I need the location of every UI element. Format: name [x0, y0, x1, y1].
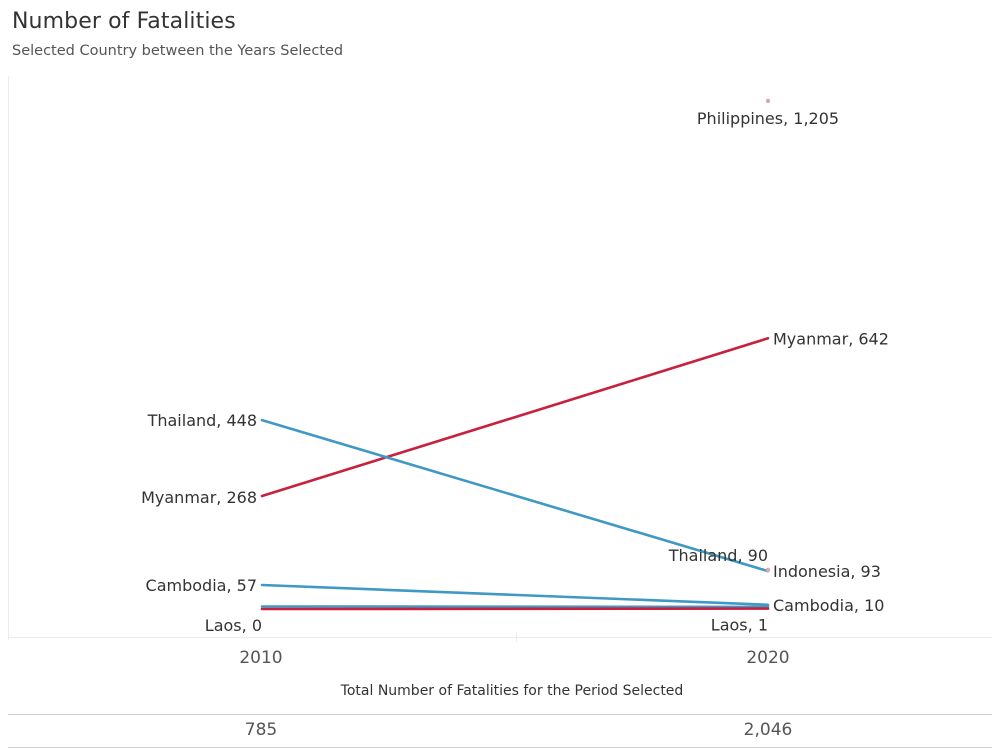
data-label-thailand-2010: Thailand, 448 [147, 411, 257, 430]
series-point-indonesia-2020[interactable] [765, 567, 771, 572]
series-line-cambodia[interactable] [260, 583, 770, 607]
data-label-philippines-2020: Philippines, 1,205 [697, 109, 839, 128]
data-label-cambodia-2020: Cambodia, 10 [773, 596, 884, 615]
data-label-cambodia-2010: Cambodia, 57 [146, 576, 257, 595]
totals-title: Total Number of Fatalities for the Perio… [340, 683, 684, 699]
slope-chart: Philippines, 1,205 Myanmar, 268 Myanmar, 6… [8, 76, 992, 668]
series-line-myanmar[interactable] [260, 336, 770, 498]
chart-title: Number of Fatalities [12, 9, 236, 34]
data-label-myanmar-2020: Myanmar, 642 [773, 329, 889, 348]
data-label-laos-2010: Laos, 0 [205, 616, 262, 635]
total-2020: 2,046 [743, 720, 793, 740]
totals-bottom-rule [8, 747, 992, 748]
data-label-indonesia-2020: Indonesia, 93 [773, 562, 881, 581]
total-2010: 785 [244, 720, 278, 740]
totals-top-rule [8, 714, 992, 715]
series-line-thailand[interactable] [260, 418, 770, 573]
series-point-philippines-2020[interactable] [765, 98, 771, 104]
data-label-thailand-2020: Thailand, 90 [668, 546, 768, 565]
data-label-myanmar-2010: Myanmar, 268 [141, 488, 257, 507]
x-axis-tick-2010: 2010 [239, 648, 282, 668]
data-label-laos-2020: Laos, 1 [711, 616, 768, 635]
x-axis-tick-2020: 2020 [746, 648, 789, 668]
chart-subtitle: Selected Country between the Years Selec… [12, 43, 344, 59]
